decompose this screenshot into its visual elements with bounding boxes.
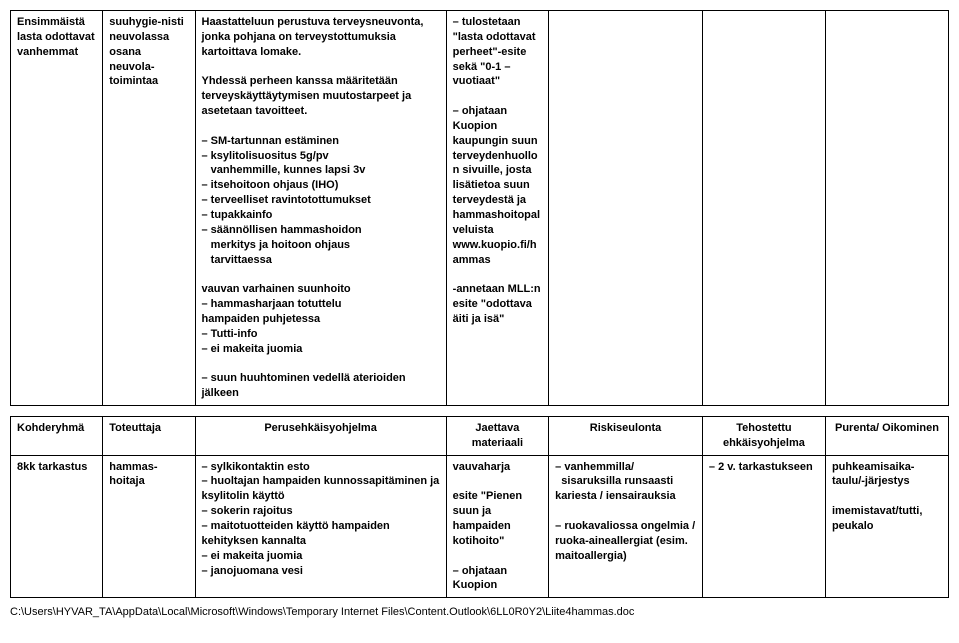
cell-8kk-col6: – 2 v. tarkastukseen: [702, 455, 825, 598]
table-upper: Ensimmäistä lasta odottavat vanhemmat su…: [10, 10, 949, 406]
cell-col6: [702, 11, 825, 406]
cell-col2: suuhygie-nisti neuvolassa osana neuvola-…: [103, 11, 195, 406]
header-tehostettu: Tehostettu ehkäisyohjelma: [702, 416, 825, 455]
cell-8kk-col5: – vanhemmilla/ sisaruksilla runsaasti ka…: [549, 455, 703, 598]
cell-8kk-col2: hammas-hoitaja: [103, 455, 195, 598]
cell-8kk-col1: 8kk tarkastus: [11, 455, 103, 598]
cell-8kk-col4: vauvaharja esite "Pienen suun ja hampaid…: [446, 455, 549, 598]
header-kohderyhma: Kohderyhmä: [11, 416, 103, 455]
header-purenta: Purenta/ Oikominen: [825, 416, 948, 455]
cell-col4: – tulostetaan "lasta odottavat perheet"-…: [446, 11, 549, 406]
table-header-row: Kohderyhmä Toteuttaja Perusehkäisyohjelm…: [11, 416, 949, 455]
table-row: 8kk tarkastus hammas-hoitaja – sylkikont…: [11, 455, 949, 598]
cell-8kk-col3: – sylkikontaktin esto – huoltajan hampai…: [195, 455, 446, 598]
header-toteuttaja: Toteuttaja: [103, 416, 195, 455]
cell-8kk-col7: puhkeamisaika-taulu/-järjestys imemistav…: [825, 455, 948, 598]
header-riskiseulonta: Riskiseulonta: [549, 416, 703, 455]
cell-col7: [825, 11, 948, 406]
header-perusehkaisyohjelma: Perusehkäisyohjelma: [195, 416, 446, 455]
table-lower: Kohderyhmä Toteuttaja Perusehkäisyohjelm…: [10, 416, 949, 598]
cell-col3: Haastatteluun perustuva terveysneuvonta,…: [195, 11, 446, 406]
cell-col5: [549, 11, 703, 406]
table-row: Ensimmäistä lasta odottavat vanhemmat su…: [11, 11, 949, 406]
header-jaettava: Jaettava materiaali: [446, 416, 549, 455]
cell-col1: Ensimmäistä lasta odottavat vanhemmat: [11, 11, 103, 406]
footer-filepath: C:\Users\HYVAR_TA\AppData\Local\Microsof…: [10, 606, 949, 618]
